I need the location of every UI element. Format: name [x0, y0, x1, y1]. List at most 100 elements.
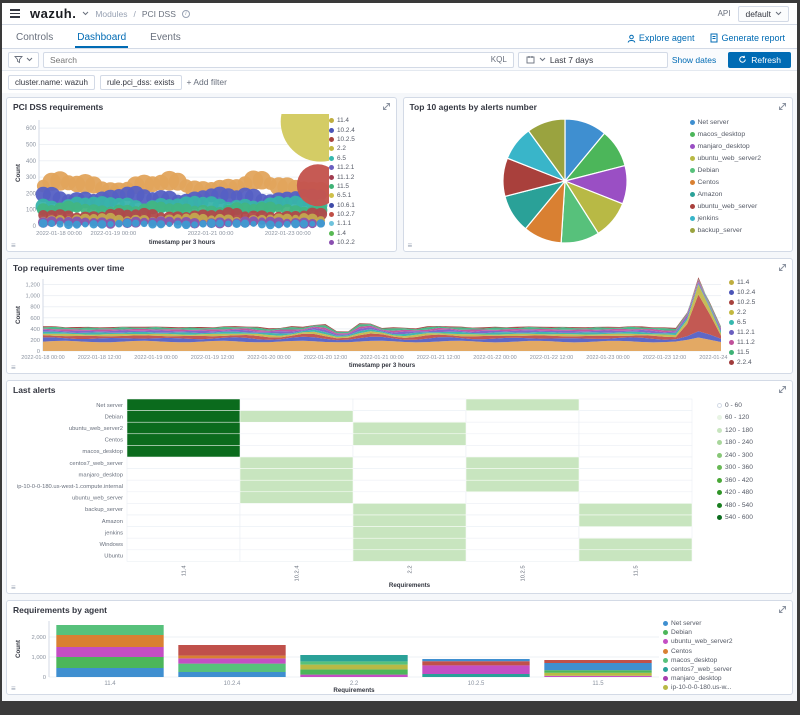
- panel-title: Top requirements over time: [13, 263, 125, 273]
- legend-dot: [663, 657, 668, 663]
- legend-dot: [329, 183, 334, 189]
- refresh-icon: [739, 55, 747, 63]
- legend-item[interactable]: macos_desktop: [663, 656, 775, 665]
- legend-item[interactable]: 11.4: [329, 116, 385, 125]
- generate-report-button[interactable]: Generate report: [710, 33, 785, 43]
- legend-item[interactable]: 6.5: [329, 154, 385, 163]
- legend-item[interactable]: 11.1.2: [329, 172, 385, 181]
- svg-text:Amazon: Amazon: [102, 519, 123, 525]
- legend-item[interactable]: 360 - 420: [717, 474, 783, 487]
- legend-item[interactable]: Amazon: [689, 188, 780, 200]
- legend-item[interactable]: Debian: [689, 164, 780, 176]
- legend-item[interactable]: ubuntu_web_server2: [663, 637, 775, 646]
- explore-agent-button[interactable]: Explore agent: [627, 33, 694, 43]
- legend-item[interactable]: Net server: [689, 116, 780, 128]
- legend-item[interactable]: 11.2.1: [729, 327, 779, 337]
- legend-item[interactable]: ubuntu_web_server2: [689, 152, 780, 164]
- search-input[interactable]: [50, 54, 485, 65]
- legend-item[interactable]: 11.5: [329, 182, 385, 191]
- legend-item[interactable]: 2.2: [729, 307, 779, 317]
- breadcrumb-section[interactable]: Modules: [95, 8, 128, 19]
- legend-item[interactable]: 11.4: [729, 277, 779, 287]
- legend-item[interactable]: manjaro_desktop: [663, 674, 775, 683]
- legend-item[interactable]: 0 - 60: [717, 399, 783, 412]
- legend-item[interactable]: Centos: [689, 176, 780, 188]
- legend-item[interactable]: 60 - 120: [717, 412, 783, 425]
- legend-item[interactable]: 6.5.1: [329, 191, 385, 200]
- panel-options-icon[interactable]: ≡: [11, 684, 16, 693]
- svg-text:10.2.4: 10.2.4: [295, 565, 301, 582]
- kql-badge[interactable]: KQL: [490, 55, 507, 64]
- legend-item[interactable]: 2.2: [329, 144, 385, 153]
- show-dates-button[interactable]: Show dates: [671, 54, 717, 65]
- expand-icon[interactable]: [778, 605, 787, 614]
- legend-item[interactable]: manjaro_desktop: [689, 140, 780, 152]
- legend-item[interactable]: jenkins: [689, 212, 780, 224]
- legend-item[interactable]: 540 - 600: [717, 512, 783, 525]
- legend-item[interactable]: 240 - 300: [717, 449, 783, 462]
- expand-icon[interactable]: [778, 385, 787, 394]
- panel-options-icon[interactable]: ≡: [11, 241, 16, 250]
- legend-item[interactable]: 480 - 540: [717, 499, 783, 512]
- legend-item[interactable]: 10.2.7: [329, 210, 385, 219]
- legend-item[interactable]: 10.2.4: [729, 287, 779, 297]
- svg-text:2022-01-21 00:00: 2022-01-21 00:00: [188, 231, 234, 237]
- legend-item[interactable]: 120 - 180: [717, 424, 783, 437]
- legend-item[interactable]: 10.2.5: [329, 135, 385, 144]
- legend-label: 2.2: [737, 308, 747, 316]
- panel-options-icon[interactable]: ≡: [11, 583, 16, 592]
- legend-label: 11.5: [737, 348, 750, 356]
- legend-item[interactable]: 10.6.1: [329, 201, 385, 210]
- legend-item[interactable]: 11.5: [729, 347, 779, 357]
- panel-options-icon[interactable]: ≡: [11, 363, 16, 372]
- legend-item[interactable]: macos_desktop: [689, 128, 780, 140]
- svg-text:400: 400: [26, 159, 37, 165]
- panel-options-icon[interactable]: ≡: [407, 241, 413, 250]
- filter-chip-pci-dss[interactable]: rule.pci_dss: exists: [99, 74, 182, 90]
- legend-label: 120 - 180: [725, 426, 753, 434]
- filter-chip-cluster[interactable]: cluster.name: wazuh: [8, 74, 95, 90]
- legend-item[interactable]: Centos: [663, 647, 775, 656]
- legend-dot: [329, 118, 334, 124]
- api-selector[interactable]: default: [738, 5, 789, 22]
- chevron-down-icon[interactable]: [82, 11, 89, 16]
- legend-item[interactable]: Net server: [663, 619, 775, 628]
- tab-controls[interactable]: Controls: [16, 32, 54, 43]
- legend-item[interactable]: 1.1.1: [329, 219, 385, 228]
- legend-item[interactable]: 11.2.1: [329, 163, 385, 172]
- wazuh-logo[interactable]: wazuh.: [30, 6, 77, 21]
- legend-item[interactable]: centos7_web_server: [663, 665, 775, 674]
- legend-item[interactable]: 2.2.4: [729, 357, 779, 367]
- add-filter-button[interactable]: + Add filter: [186, 77, 227, 87]
- expand-icon[interactable]: [382, 102, 391, 111]
- expand-icon[interactable]: [778, 102, 787, 111]
- legend-label: Amazon: [697, 190, 723, 198]
- legend-label: 10.2.5: [737, 298, 756, 306]
- expand-icon[interactable]: [778, 263, 787, 272]
- saved-query-menu-button[interactable]: [8, 51, 39, 68]
- report-icon: [710, 33, 718, 43]
- legend-item[interactable]: 6.5: [729, 317, 779, 327]
- tab-events[interactable]: Events: [150, 32, 181, 43]
- refresh-button[interactable]: Refresh: [728, 51, 791, 68]
- legend-item[interactable]: Debian: [663, 628, 775, 637]
- legend-item[interactable]: ubuntu_web_server: [689, 200, 780, 212]
- menu-icon[interactable]: [10, 9, 20, 18]
- legend-label: jenkins: [697, 214, 719, 222]
- search-box[interactable]: KQL: [43, 51, 514, 68]
- legend-item[interactable]: 180 - 240: [717, 437, 783, 450]
- legend-item[interactable]: 10.2.5: [729, 297, 779, 307]
- legend-item[interactable]: 10.2.2: [329, 238, 385, 247]
- svg-text:11.4: 11.4: [104, 681, 116, 687]
- legend-item[interactable]: 420 - 480: [717, 487, 783, 500]
- legend-item[interactable]: 10.2.4: [329, 125, 385, 134]
- legend-item[interactable]: backup_server: [689, 224, 780, 236]
- tab-dashboard[interactable]: Dashboard: [75, 28, 129, 48]
- legend-item[interactable]: ip-10-0-0-180.us-w...: [663, 683, 775, 692]
- info-icon[interactable]: i: [181, 9, 190, 18]
- date-picker-button[interactable]: Last 7 days: [517, 51, 668, 68]
- legend-dot: [329, 193, 334, 199]
- legend-item[interactable]: 300 - 360: [717, 462, 783, 475]
- legend-item[interactable]: 1.4: [329, 229, 385, 238]
- legend-item[interactable]: 11.1.2: [729, 337, 779, 347]
